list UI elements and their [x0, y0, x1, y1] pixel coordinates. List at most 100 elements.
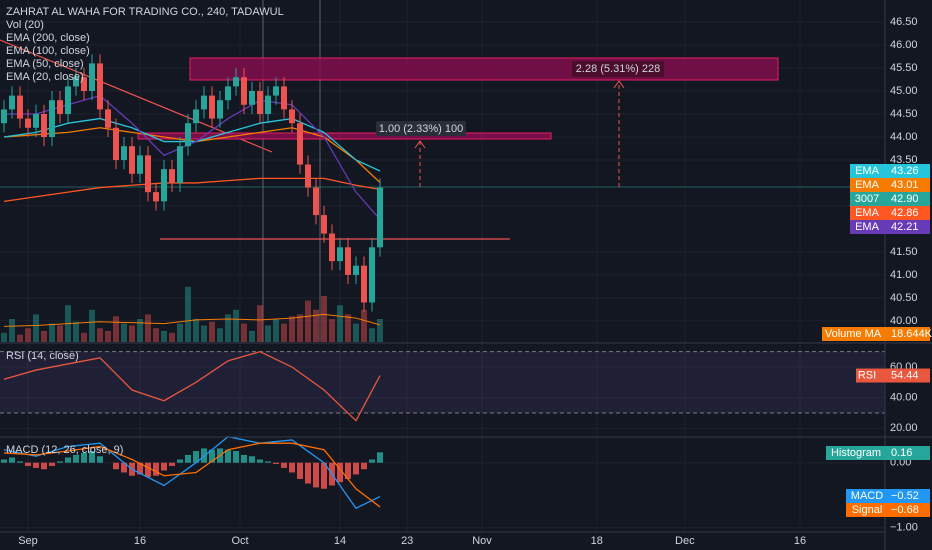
candle-body — [209, 95, 215, 119]
price-tag-tag: 3007 — [855, 193, 879, 205]
candle-body — [145, 155, 151, 193]
histogram-bar — [161, 462, 167, 471]
macd-tag-bg — [846, 503, 930, 517]
volume-bar — [105, 330, 111, 342]
price-tag-value: 42.21 — [891, 221, 919, 233]
candle-body — [73, 77, 79, 87]
volume-bar — [121, 323, 127, 342]
volume-bar — [209, 321, 215, 342]
arrow-head — [414, 140, 426, 149]
volume-bar — [241, 323, 247, 342]
x-tick-label: 16 — [794, 535, 806, 547]
histogram-bar — [345, 462, 351, 479]
x-tick-label: Oct — [231, 535, 248, 547]
price-tag-tag: EMA — [855, 179, 880, 191]
candle-body — [225, 86, 231, 101]
volume-bar — [41, 330, 47, 342]
volume-bar — [265, 325, 271, 342]
histogram-bar — [137, 462, 143, 475]
x-tick-label: 14 — [334, 535, 346, 547]
volume-bar — [73, 321, 79, 342]
histogram-bar — [305, 462, 311, 484]
volume-bar — [233, 309, 239, 342]
candle-body — [289, 109, 295, 124]
candle-body — [57, 100, 63, 114]
candle-body — [257, 91, 263, 114]
volume-bar — [329, 319, 335, 342]
histogram-bar — [289, 462, 295, 473]
rsi-tag-bg — [856, 368, 930, 383]
price-tag-bg — [850, 192, 930, 206]
volume-bar — [321, 296, 327, 342]
y-tick-label: 41.50 — [890, 246, 918, 258]
candle-body — [169, 169, 175, 183]
candle-body — [201, 95, 207, 110]
candle-body — [329, 233, 335, 262]
y-tick-label: 46.00 — [890, 39, 918, 51]
price-tag-bg — [850, 206, 930, 220]
y-tick-label: 20.00 — [890, 422, 918, 434]
histogram-bar — [73, 454, 79, 463]
price-tag-tag: EMA — [855, 221, 880, 233]
histogram-bar — [265, 461, 271, 463]
volume-bar — [225, 314, 231, 342]
candle-body — [369, 247, 375, 303]
x-tick-label: Sep — [18, 535, 38, 547]
macd-tag-value: −0.52 — [891, 490, 919, 502]
histogram-bar — [273, 462, 279, 465]
histogram-bar — [361, 462, 367, 470]
histogram-bar — [57, 461, 63, 463]
pane-title: RSI (14, close) — [6, 350, 79, 362]
candle-body — [377, 187, 383, 248]
y-tick-label: 44.50 — [890, 108, 918, 120]
volume-bar — [89, 309, 95, 342]
volume-bar — [193, 319, 199, 342]
measure-box — [189, 57, 779, 81]
volume-bar — [25, 328, 31, 342]
candle-body — [281, 86, 287, 110]
candle-body — [89, 63, 95, 92]
rsi-band — [0, 351, 885, 413]
candle-body — [185, 123, 191, 147]
volume-bar — [353, 323, 359, 342]
volume-bar — [257, 305, 263, 342]
histogram-bar — [81, 452, 87, 463]
candle-body — [105, 109, 111, 128]
candle-body — [9, 95, 15, 110]
histogram-bar — [241, 454, 247, 463]
volume-bar — [129, 325, 135, 342]
histogram-bar — [353, 462, 359, 475]
rsi-line — [3, 350, 381, 422]
candle-body — [113, 127, 119, 160]
histogram-bar — [297, 462, 303, 479]
histogram-bar — [185, 454, 191, 463]
macd-tag-tag: MACD — [851, 490, 883, 502]
histogram-bar — [281, 462, 287, 468]
candle-body — [1, 109, 7, 124]
x-tick-label: 23 — [401, 535, 413, 547]
volume-tag-value: 18.644K — [891, 328, 932, 340]
x-tick-label: 18 — [591, 535, 603, 547]
macd-tag-value: −0.68 — [891, 504, 919, 516]
candle-body — [321, 215, 327, 234]
rsi-tag-tag: RSI — [858, 369, 876, 381]
volume-bar — [361, 309, 367, 342]
volume-bar — [201, 325, 207, 342]
volume-bar — [297, 314, 303, 342]
candle-body — [233, 77, 239, 87]
macd-tag-tag: Signal — [852, 504, 883, 516]
y-tick-label: 45.00 — [890, 85, 918, 97]
legend-entry: EMA (100, close) — [6, 45, 90, 57]
measure-label-bg — [572, 61, 664, 77]
candle-body — [17, 95, 23, 119]
pane-title: MACD (12, 26, close, 9) — [6, 444, 123, 456]
candle-body — [49, 100, 55, 137]
price-tag-value: 43.26 — [891, 165, 919, 177]
volume-bar — [33, 314, 39, 342]
candle-body — [353, 265, 359, 275]
legend-entry: Vol (20) — [6, 19, 44, 31]
candle-body — [33, 114, 39, 128]
histogram-bar — [121, 462, 127, 473]
histogram-bar — [313, 462, 319, 488]
candle-body — [273, 86, 279, 96]
